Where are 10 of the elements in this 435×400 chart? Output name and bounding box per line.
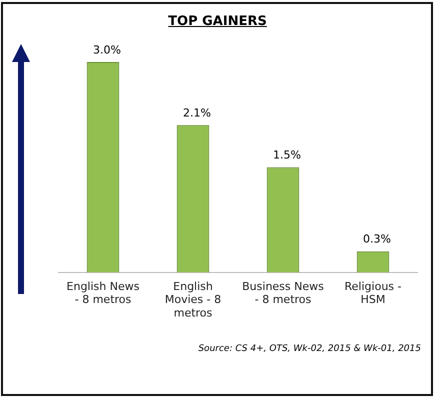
source-note: Source: CS 4+, OTS, Wk-02, 2015 & Wk-01, 2015: [198, 344, 421, 354]
data-label: 2.1%: [183, 106, 211, 120]
x-tick-label: English Movies - 8 metros: [164, 280, 222, 320]
data-label: 0.3%: [363, 232, 391, 246]
chart-title: TOP GAINERS: [167, 14, 268, 29]
x-tick-label: Business News - 8 metros: [242, 280, 324, 306]
data-label: 1.5%: [273, 148, 301, 162]
x-tick-label: Religious - HSM: [344, 280, 402, 306]
x-tick-label: English News - 8 metros: [66, 280, 140, 306]
data-label: 3.0%: [93, 43, 121, 56]
